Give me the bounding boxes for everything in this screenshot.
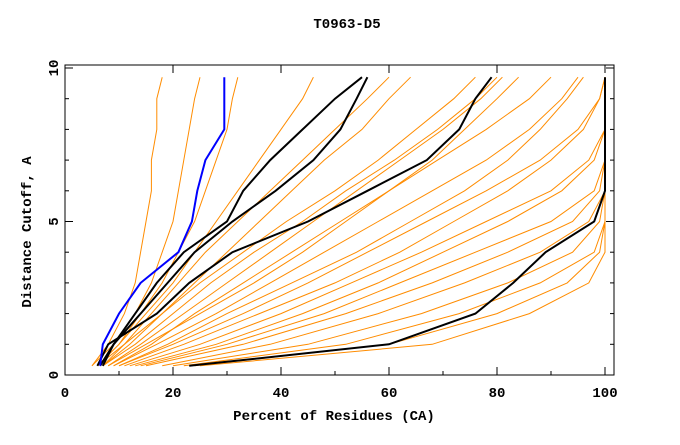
model-curve	[107, 76, 503, 367]
chart-title: T0963-D5	[313, 17, 380, 33]
y-axis-label: Distance Cutoff, A	[20, 156, 36, 308]
x-tick-label: 100	[592, 386, 617, 402]
x-tick-label: 20	[165, 386, 182, 402]
reference-curve	[189, 77, 606, 367]
x-tick-label: 80	[489, 386, 506, 402]
model-curve	[97, 76, 314, 367]
reference-curve	[96, 76, 493, 367]
model-curve	[118, 77, 606, 367]
model-curve	[118, 76, 584, 367]
model-curve	[102, 76, 411, 367]
model-curve	[145, 77, 606, 367]
model-curve	[199, 77, 606, 367]
plot-area	[91, 76, 606, 367]
y-tick-label: 5	[47, 217, 63, 225]
axes: 0 20 40 60 80 100 0 5 10	[47, 60, 618, 402]
model-curve	[97, 76, 476, 367]
x-axis-label: Percent of Residues (CA)	[233, 409, 435, 425]
x-tick-label: 40	[273, 386, 290, 402]
reference-curve	[99, 76, 363, 367]
model-curve	[107, 76, 519, 367]
model-curve	[97, 77, 239, 367]
x-tick-label: 60	[381, 386, 398, 402]
y-tick-label: 0	[47, 371, 63, 379]
model-curve	[102, 76, 498, 367]
model-curve	[113, 76, 579, 367]
y-tick-label: 10	[47, 60, 63, 77]
reference-curve	[101, 76, 369, 367]
model-curve	[124, 77, 606, 367]
model-curve	[129, 77, 606, 367]
x-tick-label: 0	[61, 386, 69, 402]
plot-frame	[64, 64, 615, 376]
model-curve	[113, 76, 552, 367]
highlight-curve	[99, 77, 226, 366]
model-curve	[91, 77, 163, 367]
model-curve	[183, 77, 606, 367]
